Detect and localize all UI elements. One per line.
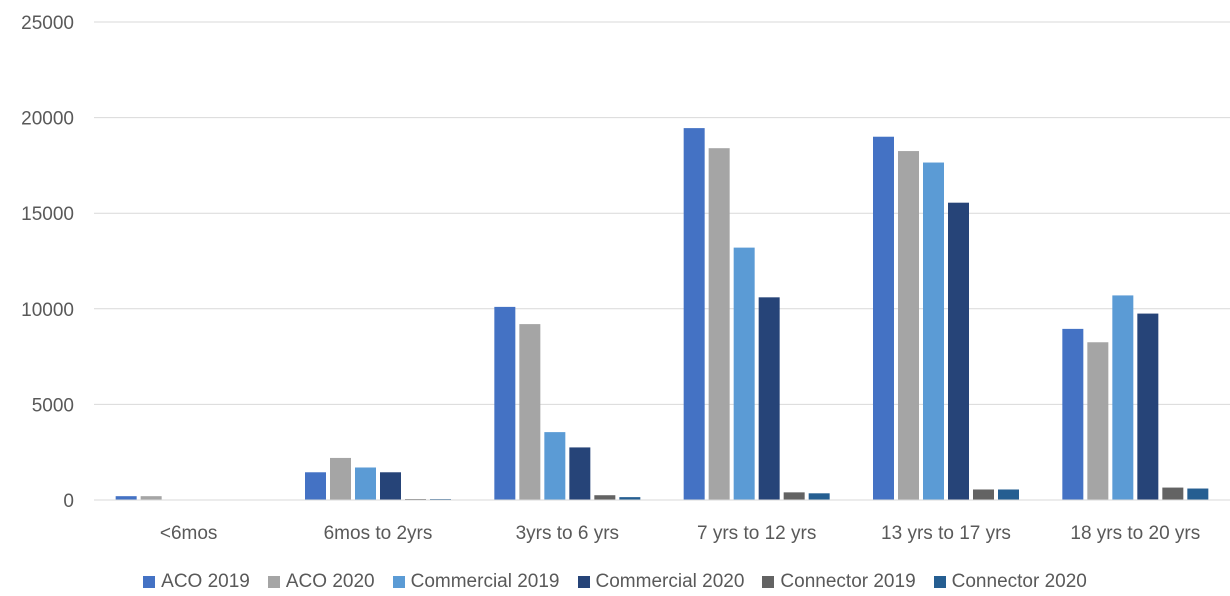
legend-label: Connector 2019 (780, 571, 916, 592)
y-tick-label: 15000 (21, 204, 74, 225)
x-tick-label: 13 yrs to 17 yrs (881, 523, 1011, 544)
legend-item: ACO 2019 (143, 571, 250, 593)
legend-swatch (143, 576, 156, 588)
bar (758, 297, 780, 500)
bar (115, 496, 137, 500)
bar (569, 447, 591, 500)
bar (708, 148, 730, 500)
bar (973, 489, 994, 500)
legend-swatch (577, 576, 590, 588)
bar (355, 467, 376, 500)
bar (1062, 328, 1084, 500)
bar (330, 457, 351, 500)
chart-legend: ACO 2019 ACO 2020 Commercial 2019 Commercia… (0, 568, 1230, 596)
bar (923, 162, 944, 501)
bar (998, 489, 1019, 500)
bar (898, 151, 919, 500)
bar (1137, 313, 1159, 500)
legend-label: Connector 2020 (951, 571, 1087, 592)
legend-label: Commercial 2019 (410, 571, 560, 592)
x-tick-label: 6mos to 2yrs (324, 523, 433, 544)
bar (783, 492, 805, 500)
bar (519, 324, 541, 500)
legend-swatch (392, 576, 405, 588)
legend-item: Connector 2020 (933, 571, 1087, 593)
bar (619, 497, 641, 500)
bar (683, 128, 705, 500)
legend-swatch (933, 576, 946, 588)
legend-swatch (762, 576, 775, 588)
x-tick-label: 3yrs to 6 yrs (516, 523, 619, 544)
x-tick-label: 7 yrs to 12 yrs (697, 523, 816, 544)
legend-item: ACO 2020 (267, 571, 375, 593)
bar (594, 495, 616, 500)
legend-item: Commercial 2019 (392, 571, 560, 593)
legend-swatch (267, 576, 280, 588)
legend-label: ACO 2020 (285, 571, 375, 592)
y-tick-label: 5000 (32, 395, 74, 416)
bar (733, 247, 755, 500)
y-tick-label: 0 (63, 491, 74, 512)
y-tick-label: 20000 (21, 109, 74, 130)
bar (948, 202, 969, 500)
y-tick-label: 25000 (21, 13, 74, 34)
legend-label: Commercial 2020 (595, 571, 745, 592)
bar (1162, 487, 1184, 500)
bar (873, 136, 894, 500)
legend-item: Commercial 2020 (577, 571, 745, 593)
bar-chart: 0 5000 10000 15000 20000 25000 <6mos 6mos to 2y… (21, 13, 1230, 544)
bar (140, 496, 162, 500)
bar (808, 493, 830, 500)
bar (305, 472, 326, 500)
bar (544, 432, 566, 500)
x-tick-label: <6mos (160, 523, 218, 544)
bar (380, 472, 401, 500)
bar (494, 306, 516, 500)
bar (1087, 342, 1109, 500)
y-tick-label: 10000 (21, 300, 74, 321)
legend-label: ACO 2019 (161, 571, 250, 592)
bar (1112, 295, 1134, 500)
x-tick-label: 18 yrs to 20 yrs (1070, 523, 1200, 544)
legend-item: Connector 2019 (762, 571, 916, 593)
bar (1187, 488, 1209, 500)
